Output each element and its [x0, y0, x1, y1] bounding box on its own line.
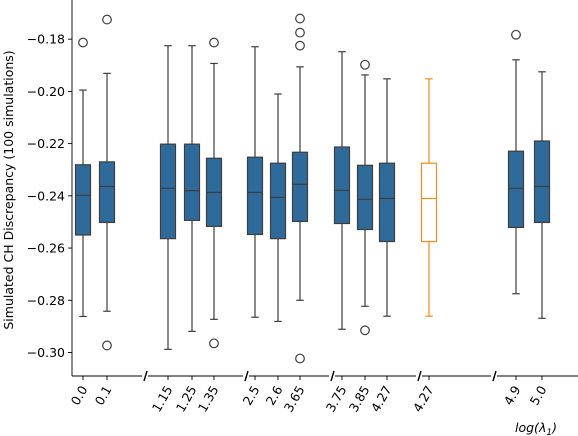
x-axis-label: log(λ1)	[515, 420, 557, 436]
outlier-point	[78, 37, 88, 48]
iqr-box	[246, 156, 264, 236]
iqr-box	[420, 162, 438, 243]
x-axis-label-lambda: λ	[538, 420, 546, 435]
box-group	[333, 51, 351, 330]
iqr-box	[98, 161, 116, 224]
box-group	[183, 45, 201, 332]
box-group	[74, 37, 92, 318]
x-axis-label-close: )	[551, 420, 557, 435]
box-group	[507, 29, 525, 295]
iqr-box	[159, 143, 177, 240]
box-group	[159, 45, 177, 350]
box-group	[98, 14, 116, 351]
iqr-box	[183, 143, 201, 221]
y-tick-label: −0.28	[27, 293, 65, 308]
iqr-box	[333, 146, 351, 225]
x-axis: 0.0 0.1 1.151.251.35 2.5 2.63.65 3.753.854.27…	[68, 370, 578, 415]
y-tick-label: −0.30	[27, 345, 65, 360]
box-group	[533, 71, 551, 319]
outlier-point	[209, 338, 219, 349]
y-tick-label: −0.20	[27, 84, 65, 99]
axis-break-mark	[244, 370, 249, 382]
y-tick-label: −0.26	[27, 241, 65, 256]
iqr-box	[74, 164, 92, 236]
x-tick-label: 4.27	[410, 383, 437, 415]
outlier-point	[209, 37, 219, 48]
outlier-point	[102, 340, 112, 351]
outlier-point	[295, 13, 305, 24]
outlier-point	[295, 27, 305, 38]
x-tick-label: 5.0	[527, 383, 550, 408]
iqr-box	[356, 164, 374, 231]
x-tick-label: 4.27	[368, 383, 395, 415]
iqr-box	[533, 140, 551, 224]
iqr-box	[378, 162, 396, 243]
x-axis-label-subscript: 1	[546, 428, 552, 436]
x-tick-label: 2.5	[240, 383, 263, 408]
iqr-box	[269, 162, 287, 240]
iqr-box	[291, 151, 309, 223]
y-axis: −0.18 −0.20 −0.22 −0.24 −0.26 −0.28 −0.30	[27, 0, 73, 376]
axis-break-mark	[143, 370, 148, 382]
iqr-box	[507, 150, 525, 229]
outlier-point	[511, 29, 521, 40]
x-tick-label: 4.9	[501, 383, 524, 408]
x-tick-label: 1.25	[173, 383, 200, 415]
box-group	[205, 37, 223, 349]
boxes-layer	[74, 13, 551, 364]
axis-break-mark	[417, 370, 422, 382]
box-group	[420, 78, 438, 317]
x-tick-label: 3.65	[281, 383, 308, 415]
outlier-point	[360, 59, 370, 70]
outlier-point	[102, 14, 112, 25]
box-group	[378, 78, 396, 317]
box-group	[246, 46, 264, 318]
y-tick-label: −0.18	[27, 32, 65, 47]
x-axis-label-base: log(	[515, 420, 540, 435]
axis-break-mark	[492, 370, 497, 382]
outlier-point	[360, 325, 370, 336]
y-axis-label: Simulated CH Discrepancy (100 simulation…	[1, 50, 16, 329]
box-group	[269, 93, 287, 323]
outlier-point	[295, 353, 305, 364]
box-group	[356, 59, 374, 336]
axis-break-mark	[330, 370, 335, 382]
y-tick-label: −0.22	[27, 136, 65, 151]
x-tick-label: 1.35	[195, 383, 222, 415]
box-group	[291, 13, 309, 364]
x-tick-label: 3.75	[323, 383, 350, 415]
y-tick-label: −0.24	[27, 188, 65, 203]
x-tick-label: 3.85	[346, 383, 373, 415]
outlier-point	[295, 40, 305, 51]
x-tick-label: 0.0	[68, 383, 91, 408]
x-tick-label: 1.15	[149, 383, 176, 415]
x-tick-label: 0.1	[92, 383, 115, 408]
